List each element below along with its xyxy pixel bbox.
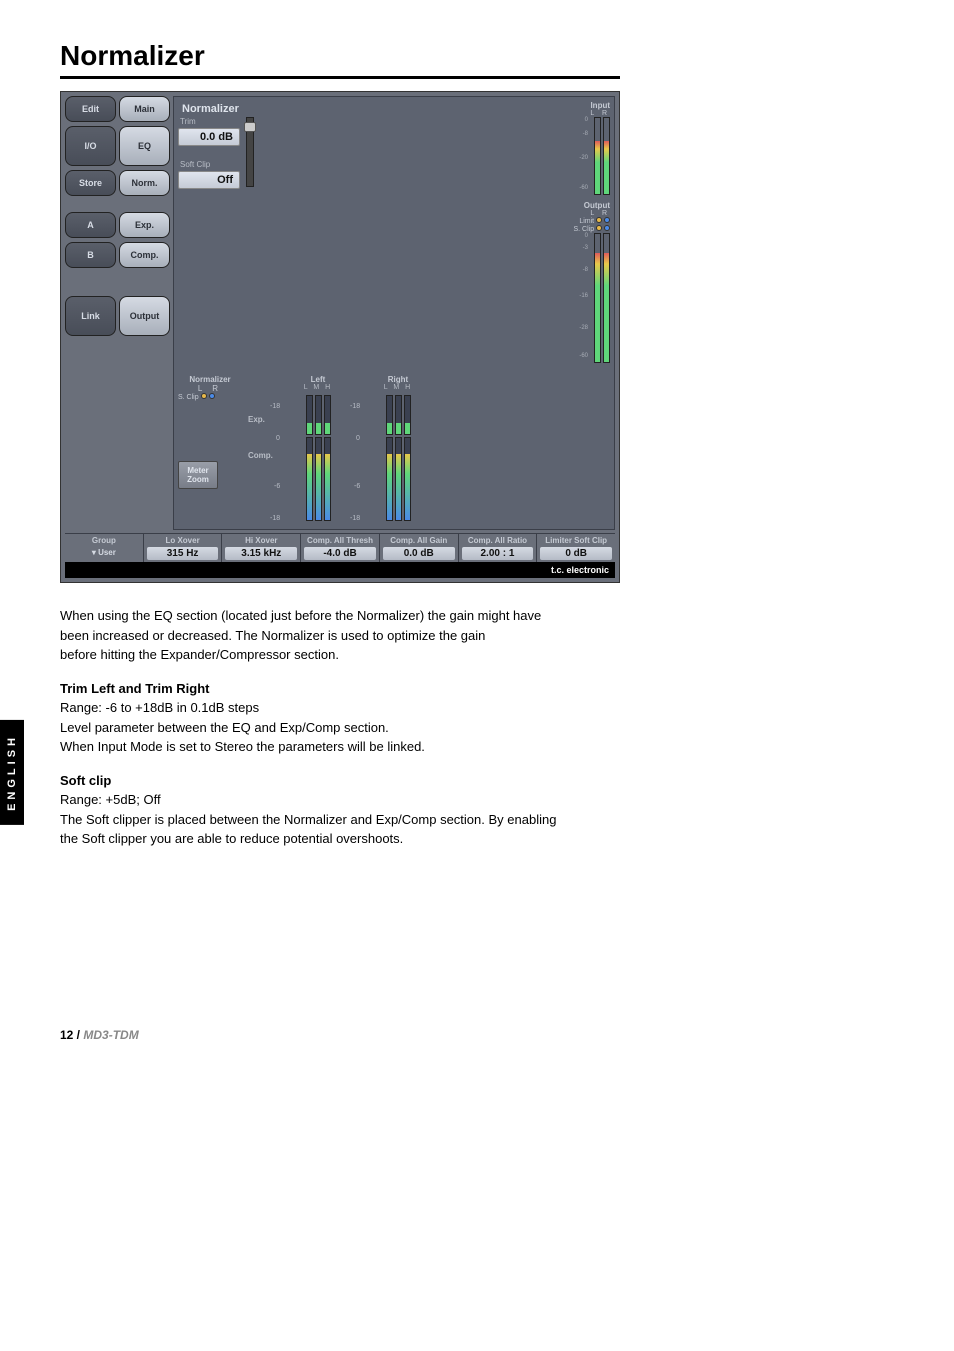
hixover-cell[interactable]: Hi Xover 3.15 kHz [222,534,301,562]
softclip-label: Soft Clip [178,160,240,169]
exp-button[interactable]: Exp. [119,212,170,238]
comp-button[interactable]: Comp. [119,242,170,268]
brand-bar: t.c. electronic [65,562,615,578]
a-button[interactable]: A [65,212,116,238]
normalizer-meter-box: Normalizer L R S. Clip Meter Zoom [178,375,242,525]
center-meters: Exp. Comp. Left L M H -18 0 -6 -18 [248,375,610,525]
b-button[interactable]: B [65,242,116,268]
trim-value[interactable]: 0.0 dB [178,128,240,146]
input-meter-r [603,117,610,195]
meter-zoom-button[interactable]: Meter Zoom [178,461,218,489]
right-comp-m [395,437,402,521]
limiter-cell[interactable]: Limiter Soft Clip 0 dB [537,534,615,562]
intro-line-1: When using the EQ section (located just … [60,607,620,625]
trim-label: Trim [178,117,240,126]
trim-line-1: Range: -6 to +18dB in 0.1dB steps [60,699,620,717]
sclip-led [596,225,602,231]
softclip-line-2: The Soft clipper is placed between the N… [60,811,620,829]
language-tab: ENGLISH [0,720,24,825]
footer-page: 12 / [60,1028,80,1042]
exp-label: Exp. [248,415,265,424]
page-title: Normalizer [60,40,620,79]
section-button-column: Main EQ Norm. Exp. Comp. Output [119,96,173,530]
loxover-cell[interactable]: Lo Xover 315 Hz [144,534,223,562]
trim-line-2: Level parameter between the EQ and Exp/C… [60,719,620,737]
right-exp-m [395,395,402,435]
softclip-value[interactable]: Off [178,171,240,189]
input-meter-l [594,117,601,195]
right-comp-h [404,437,411,521]
heading-softclip: Soft clip [60,772,620,790]
norm-sclip-led-l [201,393,207,399]
heading-trim: Trim Left and Trim Right [60,680,620,698]
body-text: When using the EQ section (located just … [60,607,620,848]
gain-cell[interactable]: Comp. All Gain 0.0 dB [380,534,459,562]
slider-handle[interactable] [244,122,256,132]
footer: 12 / MD3-TDM [60,1028,894,1042]
left-exp-m [315,395,322,435]
eq-button[interactable]: EQ [119,126,170,166]
plugin-window: Edit I/O Store A B Link Main EQ Norm. Ex… [60,91,620,583]
softclip-line-1: Range: +5dB; Off [60,791,620,809]
main-button[interactable]: Main [119,96,170,122]
left-exp-l [306,395,313,435]
intro-line-3: before hitting the Expander/Compressor s… [60,646,620,664]
output-meter-title: Output [562,201,610,210]
left-button-column: Edit I/O Store A B Link [65,96,119,530]
softclip-line-3: the Soft clipper you are able to reduce … [60,830,620,848]
limit-led [596,217,602,223]
left-exp-h [324,395,331,435]
output-meter-r [603,233,610,363]
edit-button[interactable]: Edit [65,96,116,122]
ratio-cell[interactable]: Comp. All Ratio 2.00 : 1 [459,534,538,562]
io-meters: Input L R 0 -8 -20 -60 [562,101,610,369]
left-comp-h [324,437,331,521]
bottom-param-bar: Group ▾ User Lo Xover 315 Hz Hi Xover 3.… [65,533,615,562]
right-exp-h [404,395,411,435]
input-lr: L R [562,110,610,117]
main-panel: Normalizer Trim 0.0 dB Soft Clip Off [173,96,615,530]
limit-led-r [604,217,610,223]
intro-line-2: been increased or decreased. The Normali… [60,627,620,645]
link-button[interactable]: Link [65,296,116,336]
right-comp-l [386,437,393,521]
norm-sclip-led-r [209,393,215,399]
left-comp-m [315,437,322,521]
trim-line-3: When Input Mode is set to Stereo the par… [60,738,620,756]
output-meter-l [594,233,601,363]
left-comp-l [306,437,313,521]
right-exp-l [386,395,393,435]
sclip-led-r [604,225,610,231]
norm-button[interactable]: Norm. [119,170,170,196]
thresh-cell[interactable]: Comp. All Thresh -4.0 dB [301,534,380,562]
input-meter-title: Input [562,101,610,110]
store-button[interactable]: Store [65,170,116,196]
group-cell[interactable]: Group ▾ User [65,534,144,562]
trim-slider[interactable] [246,117,254,187]
comp-label: Comp. [248,451,273,460]
output-button[interactable]: Output [119,296,170,336]
footer-doc: MD3-TDM [83,1028,138,1042]
panel-header: Normalizer [178,101,558,117]
output-lr: L R [562,210,610,217]
io-button[interactable]: I/O [65,126,116,166]
